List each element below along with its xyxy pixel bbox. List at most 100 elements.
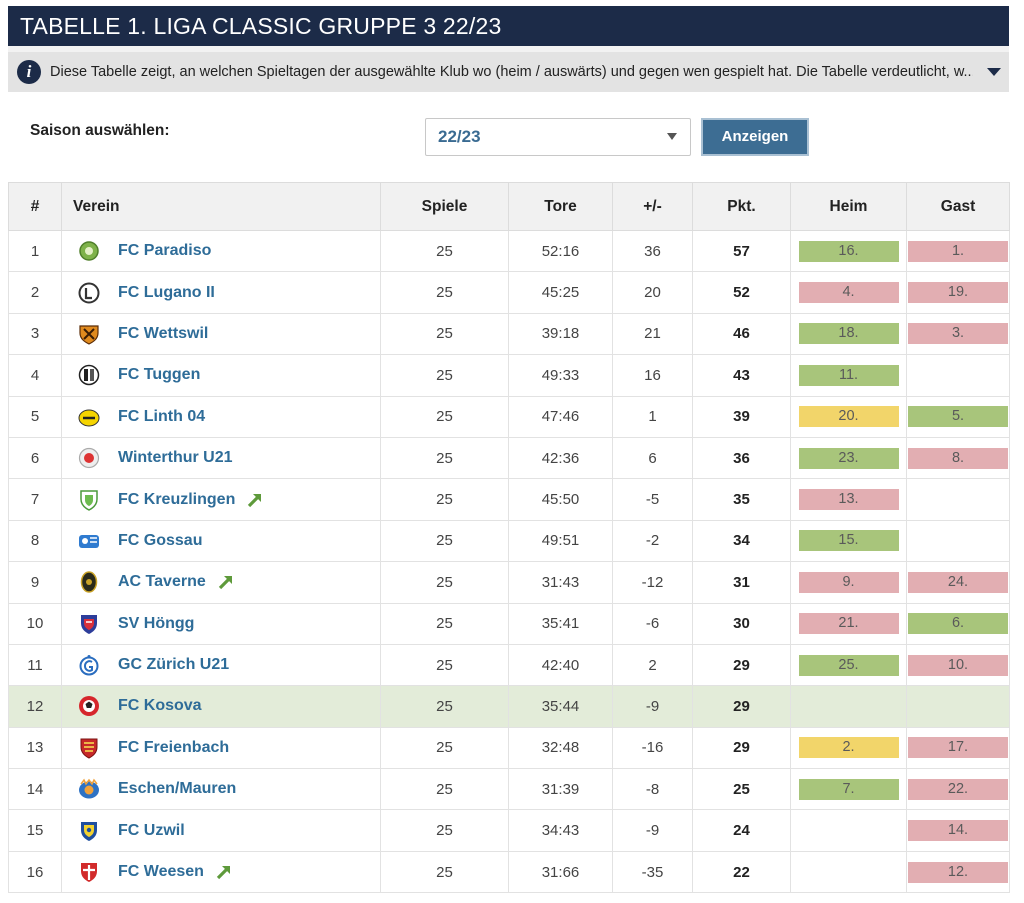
away-matchday-badge[interactable]: 1. (908, 240, 1008, 262)
club-link[interactable]: FC Kosova (118, 697, 202, 715)
club-link[interactable]: FC Linth 04 (118, 407, 206, 425)
show-button[interactable]: Anzeigen (701, 118, 809, 156)
club-link[interactable]: FC Weesen (118, 863, 204, 881)
home-matchday-badge[interactable]: 4. (798, 282, 899, 304)
home-matchday-badge[interactable]: 11. (798, 364, 899, 386)
table-row[interactable]: 9 AC Taverne 25 31:43 -12 31 9. 24. (8, 561, 1010, 604)
away-matchday-badge[interactable]: 14. (908, 820, 1008, 842)
chevron-down-icon[interactable] (987, 68, 1001, 76)
header-rank[interactable]: # (8, 182, 62, 231)
table-row[interactable]: 10 SV Höngg 25 35:41 -6 30 21. 6. (8, 602, 1010, 645)
header-goals[interactable]: Tore (508, 182, 613, 231)
away-matchday-badge[interactable]: 22. (908, 778, 1008, 800)
club-link[interactable]: FC Kreuzlingen (118, 490, 236, 508)
blue-white-crest-icon (78, 654, 100, 676)
table-row[interactable]: 13 FC Freienbach 25 32:48 -16 29 2. 17. (8, 726, 1010, 770)
table-row[interactable]: 7 FC Kreuzlingen 25 45:50 -5 35 13. (8, 478, 1010, 521)
club-link[interactable]: GC Zürich U21 (118, 656, 230, 674)
info-icon: i (17, 60, 41, 84)
points-cell: 29 (692, 726, 791, 770)
goals-cell: 31:66 (508, 850, 613, 894)
away-matchday-badge[interactable]: 12. (908, 861, 1008, 883)
away-matchday-badge[interactable]: 10. (908, 654, 1008, 676)
table-row[interactable]: 6 Winterthur U21 25 42:36 6 36 23. 8. (8, 436, 1010, 480)
season-selected-value: 22/23 (438, 127, 481, 146)
home-cell: 16. (790, 229, 907, 273)
points-cell: 39 (692, 395, 791, 438)
home-matchday-badge[interactable]: 23. (798, 447, 899, 469)
club-link[interactable]: SV Höngg (118, 614, 195, 632)
home-matchday-badge[interactable]: 7. (798, 778, 899, 800)
home-matchday-badge[interactable]: 15. (798, 530, 899, 552)
club-link[interactable]: FC Gossau (118, 531, 203, 549)
club-link[interactable]: FC Tuggen (118, 366, 201, 384)
away-cell: 6. (906, 602, 1010, 645)
diff-cell: -2 (612, 519, 693, 563)
away-matchday-badge[interactable]: 24. (908, 571, 1008, 593)
away-matchday-badge[interactable]: 6. (908, 613, 1008, 635)
club-cell: FC Kreuzlingen (61, 478, 381, 521)
table-row[interactable]: 3 FC Wettswil 25 39:18 21 46 18. 3. (8, 312, 1010, 356)
club-link[interactable]: Winterthur U21 (118, 449, 233, 467)
orange-shield-crest-icon (78, 323, 100, 345)
home-matchday-badge[interactable]: 21. (798, 613, 899, 635)
away-cell (906, 354, 1010, 397)
diff-cell: -16 (612, 726, 693, 770)
table-row[interactable]: 4 FC Tuggen 25 49:33 16 43 11. (8, 354, 1010, 397)
table-row[interactable]: 2 FC Lugano II 25 45:25 20 52 4. 19. (8, 271, 1010, 314)
away-matchday-badge[interactable]: 8. (908, 447, 1008, 469)
goals-cell: 49:33 (508, 354, 613, 397)
games-cell: 25 (380, 312, 509, 356)
home-matchday-badge[interactable]: 2. (798, 737, 899, 759)
table-row[interactable]: 14 Eschen/Mauren 25 31:39 -8 25 7. 22. (8, 768, 1010, 811)
away-matchday-badge[interactable]: 19. (908, 282, 1008, 304)
club-link[interactable]: AC Taverne (118, 573, 206, 591)
club-link[interactable]: FC Paradiso (118, 242, 212, 260)
points-cell: 52 (692, 271, 791, 314)
club-link[interactable]: Eschen/Mauren (118, 780, 237, 798)
table-row[interactable]: 5 FC Linth 04 25 47:46 1 39 20. 5. (8, 395, 1010, 438)
header-away[interactable]: Gast (906, 182, 1010, 231)
home-matchday-badge[interactable]: 25. (798, 654, 899, 676)
diff-cell: 21 (612, 312, 693, 356)
red-white-shield-crest-icon (78, 861, 100, 883)
away-matchday-badge[interactable]: 17. (908, 737, 1008, 759)
home-cell (790, 850, 907, 894)
season-label: Saison auswählen: (30, 122, 170, 139)
header-points[interactable]: Pkt. (692, 182, 791, 231)
header-games[interactable]: Spiele (380, 182, 509, 231)
home-cell: 25. (790, 643, 907, 687)
blue-yellow-shield-crest-icon (78, 820, 100, 842)
home-matchday-badge[interactable]: 18. (798, 323, 899, 345)
table-row[interactable]: 1 FC Paradiso 25 52:16 36 57 16. 1. (8, 229, 1010, 273)
goals-cell: 35:44 (508, 685, 613, 728)
goals-cell: 42:40 (508, 643, 613, 687)
home-matchday-badge[interactable]: 9. (798, 571, 899, 593)
table-row[interactable]: 15 FC Uzwil 25 34:43 -9 24 14. (8, 809, 1010, 852)
header-diff[interactable]: +/- (612, 182, 693, 231)
diff-cell: 2 (612, 643, 693, 687)
table-row[interactable]: 12 FC Kosova 25 35:44 -9 29 (8, 685, 1010, 728)
club-link[interactable]: FC Uzwil (118, 821, 185, 839)
home-cell: 11. (790, 354, 907, 397)
club-link[interactable]: FC Freienbach (118, 738, 230, 756)
home-matchday-badge[interactable]: 16. (798, 240, 899, 262)
away-matchday-badge[interactable]: 3. (908, 323, 1008, 345)
away-matchday-badge[interactable]: 5. (908, 406, 1008, 428)
home-cell: 18. (790, 312, 907, 356)
diff-cell: -12 (612, 561, 693, 604)
home-matchday-badge[interactable]: 20. (798, 406, 899, 428)
table-row[interactable]: 8 FC Gossau 25 49:51 -2 34 15. (8, 519, 1010, 563)
home-matchday-badge[interactable]: 13. (798, 489, 899, 511)
diff-cell: -35 (612, 850, 693, 894)
header-home[interactable]: Heim (790, 182, 907, 231)
points-cell: 25 (692, 768, 791, 811)
info-bar[interactable]: i Diese Tabelle zeigt, an welchen Spielt… (8, 52, 1009, 92)
club-link[interactable]: FC Wettswil (118, 324, 209, 342)
table-row[interactable]: 16 FC Weesen 25 31:66 -35 22 12. (8, 850, 1010, 894)
season-select[interactable]: 22/23 (425, 118, 691, 156)
goals-cell: 34:43 (508, 809, 613, 852)
header-club[interactable]: Verein (61, 182, 381, 231)
club-link[interactable]: FC Lugano II (118, 283, 215, 301)
table-row[interactable]: 11 GC Zürich U21 25 42:40 2 29 25. 10. (8, 643, 1010, 687)
